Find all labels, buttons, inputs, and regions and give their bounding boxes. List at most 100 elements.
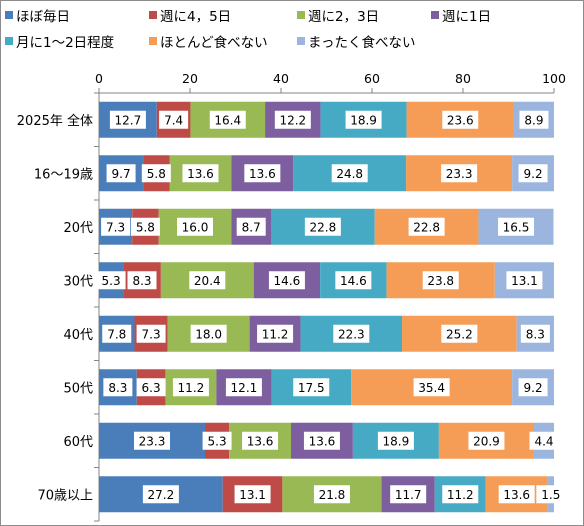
data-label: 1.5 xyxy=(541,488,560,502)
legend-label: 週に4，5日 xyxy=(160,9,232,25)
data-label-box xyxy=(498,485,535,504)
data-label: 9.2 xyxy=(524,167,543,181)
data-label: 8.3 xyxy=(108,381,127,395)
data-label: 6.3 xyxy=(142,381,161,395)
data-label: 18.0 xyxy=(195,327,222,341)
data-label-box xyxy=(518,164,548,183)
data-label: 17.5 xyxy=(298,381,325,395)
category-label: 70歳以上 xyxy=(37,488,93,503)
legend-label: 月に1～2日程度 xyxy=(16,35,115,51)
data-label-box xyxy=(304,217,341,236)
data-label: 8.9 xyxy=(524,113,543,127)
data-label-box xyxy=(498,217,535,236)
data-label-box xyxy=(159,110,189,129)
data-label: 5.8 xyxy=(136,220,155,234)
data-label-box xyxy=(136,378,166,397)
data-label: 21.8 xyxy=(319,488,346,502)
data-label-box xyxy=(408,217,445,236)
data-label: 35.4 xyxy=(418,381,445,395)
data-label-box xyxy=(293,378,330,397)
category-label: 2025年 全体 xyxy=(17,113,93,129)
data-label: 8.3 xyxy=(132,274,151,288)
data-label: 24.8 xyxy=(336,167,363,181)
data-label-box xyxy=(130,217,160,236)
data-label-box xyxy=(468,431,505,450)
data-label: 23.8 xyxy=(427,274,454,288)
data-label-box xyxy=(506,271,543,290)
data-label: 14.6 xyxy=(340,274,367,288)
data-label-box xyxy=(519,110,549,129)
data-label-box xyxy=(242,431,279,450)
data-label-box xyxy=(345,110,382,129)
legend-item: 月に1～2日程度 xyxy=(5,31,114,51)
data-label-box xyxy=(413,378,450,397)
data-label-box xyxy=(96,271,126,290)
data-label-box xyxy=(141,164,171,183)
data-label-box xyxy=(127,271,157,290)
legend-item: 週に2，3日 xyxy=(297,5,379,25)
data-label: 16.5 xyxy=(503,220,530,234)
data-label: 9.2 xyxy=(524,381,543,395)
data-label-box xyxy=(442,110,479,129)
data-label: 16.0 xyxy=(182,220,209,234)
legend-label: 週に1日 xyxy=(442,9,492,25)
data-label-box xyxy=(177,217,214,236)
data-label-box xyxy=(106,164,136,183)
data-label: 7.3 xyxy=(142,327,161,341)
legend-item: まったく食べない xyxy=(297,31,415,51)
x-tick-label: 40 xyxy=(273,71,289,86)
data-label: 13.6 xyxy=(309,434,336,448)
data-label: 23.3 xyxy=(446,167,473,181)
data-label: 5.3 xyxy=(208,434,227,448)
data-label: 13.6 xyxy=(247,434,274,448)
data-label: 7.8 xyxy=(107,327,126,341)
data-label: 8.3 xyxy=(526,327,545,341)
category-label: 20代 xyxy=(63,221,93,236)
data-label: 22.8 xyxy=(310,220,337,234)
legend-label: まったく食べない xyxy=(308,35,416,51)
data-label: 12.1 xyxy=(231,381,258,395)
legend-item: ほぼ毎日 xyxy=(5,5,70,25)
data-label: 23.3 xyxy=(139,434,166,448)
legend-swatch xyxy=(297,11,305,19)
data-label: 16.4 xyxy=(214,113,241,127)
data-label-box xyxy=(182,164,219,183)
data-label-box xyxy=(142,485,179,504)
data-label-box xyxy=(236,217,266,236)
data-label-box xyxy=(333,324,370,343)
data-label: 7.4 xyxy=(164,113,183,127)
data-label-box xyxy=(202,431,232,450)
data-label-box xyxy=(244,164,281,183)
data-label-box xyxy=(172,378,209,397)
data-label-box xyxy=(225,378,262,397)
data-label: 22.3 xyxy=(338,327,365,341)
x-tick-label: 20 xyxy=(182,71,198,86)
legend-swatch xyxy=(149,11,157,19)
data-label: 4.4 xyxy=(534,434,553,448)
data-label-box xyxy=(518,378,548,397)
data-label: 12.7 xyxy=(115,113,142,127)
data-label: 25.2 xyxy=(446,327,473,341)
data-label-box xyxy=(441,164,478,183)
x-tick-label: 60 xyxy=(364,71,380,86)
data-label: 18.9 xyxy=(383,434,410,448)
data-label-box xyxy=(335,271,372,290)
legend-swatch xyxy=(149,37,157,45)
data-label-box xyxy=(529,431,559,450)
x-tick-label: 0 xyxy=(95,71,103,86)
data-label: 13.1 xyxy=(511,274,538,288)
data-label: 20.4 xyxy=(194,274,221,288)
data-label-box xyxy=(303,431,340,450)
category-label: 16～19歳 xyxy=(34,167,93,182)
data-label-box xyxy=(134,431,171,450)
data-label: 13.6 xyxy=(187,167,214,181)
data-label-box xyxy=(377,431,414,450)
legend-swatch xyxy=(431,11,439,19)
data-label: 5.8 xyxy=(147,167,166,181)
data-label-box xyxy=(136,324,166,343)
legend-swatch xyxy=(5,11,13,19)
legend-swatch xyxy=(5,37,13,45)
data-label: 11.2 xyxy=(178,381,205,395)
